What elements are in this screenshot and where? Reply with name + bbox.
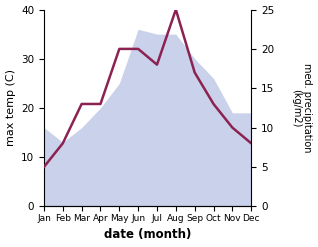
X-axis label: date (month): date (month) [104,228,191,242]
Y-axis label: max temp (C): max temp (C) [5,69,16,146]
Y-axis label: med. precipitation
(kg/m2): med. precipitation (kg/m2) [291,63,313,153]
